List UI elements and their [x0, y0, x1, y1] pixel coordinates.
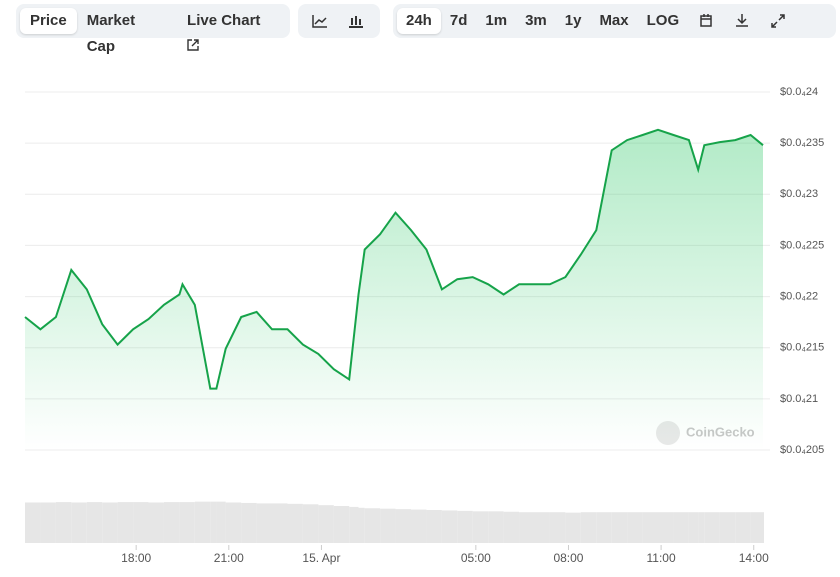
- volume-bar: [673, 512, 689, 543]
- volume-bar: [133, 502, 149, 543]
- range-tabs: 24h 7d 1m 3m 1y Max LOG: [393, 4, 836, 38]
- x-tick-label: 11:00: [647, 551, 676, 565]
- volume-bar: [658, 512, 674, 543]
- volume-bar: [488, 511, 504, 543]
- volume-bar: [750, 512, 763, 543]
- tab[interactable]: Market Cap: [86, 12, 136, 55]
- y-tick-label: $0.0₄235: [780, 137, 824, 149]
- tab[interactable]: 7d: [449, 12, 468, 29]
- tab[interactable]: 3m: [525, 12, 547, 29]
- tab[interactable]: 1m: [485, 12, 508, 29]
- volume-bar: [55, 502, 72, 543]
- volume-bar: [534, 512, 550, 543]
- icon-button[interactable]: [688, 8, 724, 34]
- icon-button[interactable]: [724, 8, 760, 34]
- external-icon: [187, 39, 199, 51]
- volume-bar: [704, 512, 720, 543]
- volume-bar: [302, 504, 319, 543]
- icon: [771, 14, 785, 28]
- volume-bar: [364, 508, 381, 543]
- chart-style: [298, 4, 380, 38]
- volume-bar: [565, 512, 581, 543]
- candle-icon[interactable]: [338, 8, 374, 34]
- volume-bar: [349, 506, 359, 543]
- volume-bar: [256, 503, 273, 543]
- x-tick-label: 21:00: [214, 551, 244, 565]
- volume-bar: [395, 509, 411, 543]
- volume-bar: [117, 502, 134, 543]
- volume-bar: [333, 506, 350, 543]
- volume-bar: [549, 512, 566, 543]
- volume-bar: [441, 510, 458, 543]
- volume-bar: [148, 502, 164, 543]
- volume-bar: [102, 502, 118, 543]
- tab[interactable]: 1y: [564, 12, 582, 29]
- volume-bar: [580, 512, 597, 543]
- volume-bar: [225, 502, 242, 543]
- volume-bar: [287, 503, 303, 543]
- y-tick-label: $0.0₄21: [780, 393, 818, 405]
- icon: [349, 16, 363, 28]
- tab[interactable]: Price: [20, 8, 77, 34]
- icon: [736, 14, 749, 27]
- volume-bar: [210, 501, 217, 543]
- volume-bar: [426, 510, 442, 543]
- tab[interactable]: LOG: [646, 12, 680, 29]
- volume-bar: [86, 502, 103, 543]
- x-tick-label: 15. Apr: [302, 551, 340, 565]
- volume-bar: [735, 512, 751, 543]
- volume-bar: [163, 502, 180, 543]
- icon: [312, 15, 327, 28]
- volume-bar: [182, 502, 195, 543]
- volume-bar: [457, 510, 473, 543]
- volume-bar: [194, 501, 211, 543]
- volume-bar: [410, 509, 427, 543]
- volume-bar: [519, 512, 535, 543]
- y-tick-label: $0.0₄225: [780, 239, 824, 251]
- volume-bar: [40, 502, 56, 543]
- volume-bar: [216, 501, 226, 543]
- x-tick-label: 14:00: [739, 551, 769, 565]
- volume-bar: [380, 508, 396, 543]
- volume-bar: [642, 512, 659, 543]
- tab[interactable]: Max: [599, 12, 629, 29]
- volume-bar: [71, 502, 87, 543]
- line-icon[interactable]: [302, 8, 338, 34]
- watermark: CoinGecko: [686, 424, 755, 439]
- volume-bar: [719, 512, 736, 543]
- y-tick-label: $0.0₄23: [780, 188, 818, 200]
- volume-bar: [472, 511, 489, 543]
- icon: [700, 14, 712, 27]
- volume-bar: [318, 505, 334, 543]
- volume-bar: [25, 502, 41, 543]
- volume-bar: [358, 507, 365, 543]
- view-tabs: Price Market Cap Live Chart: [16, 4, 290, 55]
- y-tick-label: $0.0₄215: [780, 342, 824, 354]
- x-tick-label: 05:00: [461, 551, 491, 565]
- volume-bar: [763, 512, 764, 543]
- logo: [656, 421, 680, 445]
- icon-button[interactable]: [760, 8, 796, 34]
- price-line: [24, 128, 764, 390]
- volume-bar: [179, 502, 183, 543]
- x-tick-label: 18:00: [121, 551, 151, 565]
- y-tick-label: $0.0₄24: [780, 86, 818, 98]
- y-tick-label: $0.0₄205: [780, 444, 824, 456]
- area: [25, 129, 763, 451]
- volume-bar: [611, 512, 628, 543]
- volume-bar: [503, 511, 520, 543]
- volume-bar: [596, 512, 612, 543]
- tab[interactable]: Live Chart: [177, 8, 286, 51]
- volume-bar: [272, 503, 288, 543]
- volume-bar: [627, 512, 643, 543]
- volume-bar: [688, 512, 699, 543]
- volume-bar: [241, 502, 257, 543]
- x-tick-label: 08:00: [553, 551, 583, 565]
- volume-bar: [698, 512, 705, 543]
- y-tick-label: $0.0₄22: [780, 290, 818, 302]
- tab[interactable]: 24h: [397, 8, 441, 34]
